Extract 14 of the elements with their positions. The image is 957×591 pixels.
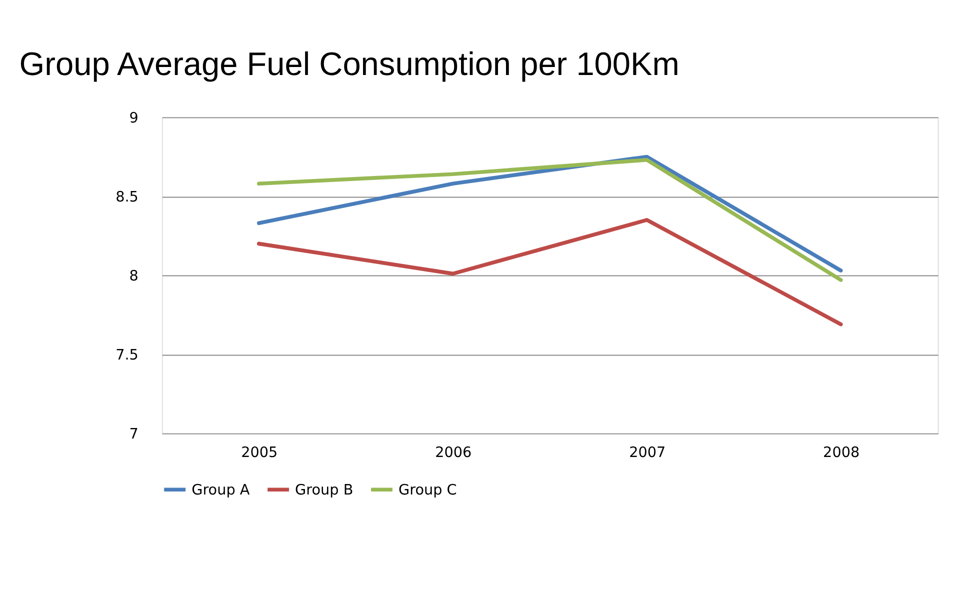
y-tick-label: 8 [129, 268, 138, 285]
x-tick-label: 2007 [629, 444, 666, 461]
y-tick-label: 9 [129, 110, 138, 126]
x-tick-label: 2008 [823, 444, 860, 461]
chart-title: Group Average Fuel Consumption per 100Km [19, 46, 680, 82]
line-series [256, 218, 843, 326]
y-tick-label: 8.5 [116, 190, 138, 206]
x-tick-label: 2006 [435, 444, 472, 461]
x-tick-label: 2005 [241, 444, 278, 461]
y-tick-label: 7 [129, 426, 138, 443]
y-tick-label: 7.5 [116, 348, 138, 364]
legend-label: Group C [398, 482, 457, 498]
legend-label: Group B [295, 482, 354, 498]
legend-label: Group A [192, 482, 250, 498]
